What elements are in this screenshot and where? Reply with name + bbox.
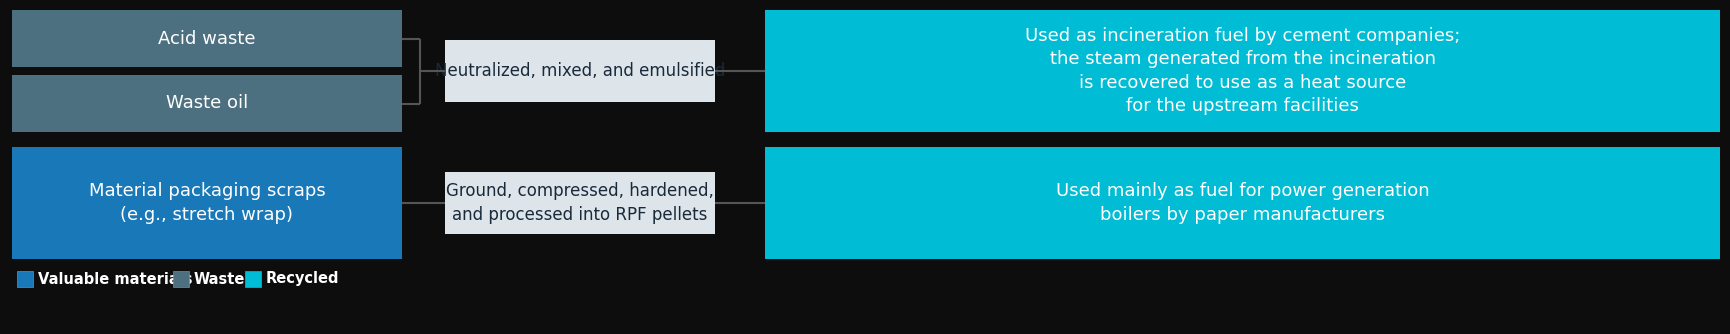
- Bar: [12, 147, 401, 259]
- Text: Material packaging scraps
(e.g., stretch wrap): Material packaging scraps (e.g., stretch…: [88, 182, 325, 224]
- Text: Waste: Waste: [194, 272, 246, 287]
- Text: Ground, compressed, hardened,
and processed into RPF pellets: Ground, compressed, hardened, and proces…: [446, 182, 714, 224]
- Bar: [244, 271, 261, 287]
- Text: Recycled: Recycled: [265, 272, 339, 287]
- Text: Used as incineration fuel by cement companies;
the steam generated from the inci: Used as incineration fuel by cement comp…: [1024, 27, 1460, 116]
- Bar: [445, 40, 714, 102]
- Bar: [12, 10, 401, 67]
- Bar: [17, 271, 33, 287]
- Text: Neutralized, mixed, and emulsified: Neutralized, mixed, and emulsified: [434, 62, 725, 80]
- Bar: [12, 75, 401, 132]
- Text: Acid waste: Acid waste: [157, 29, 256, 47]
- Bar: [445, 172, 714, 234]
- Bar: [765, 10, 1720, 132]
- Text: Used mainly as fuel for power generation
boilers by paper manufacturers: Used mainly as fuel for power generation…: [1055, 182, 1429, 224]
- Text: Waste oil: Waste oil: [166, 95, 247, 113]
- Text: Valuable materials: Valuable materials: [38, 272, 192, 287]
- Bar: [765, 147, 1720, 259]
- Bar: [173, 271, 189, 287]
